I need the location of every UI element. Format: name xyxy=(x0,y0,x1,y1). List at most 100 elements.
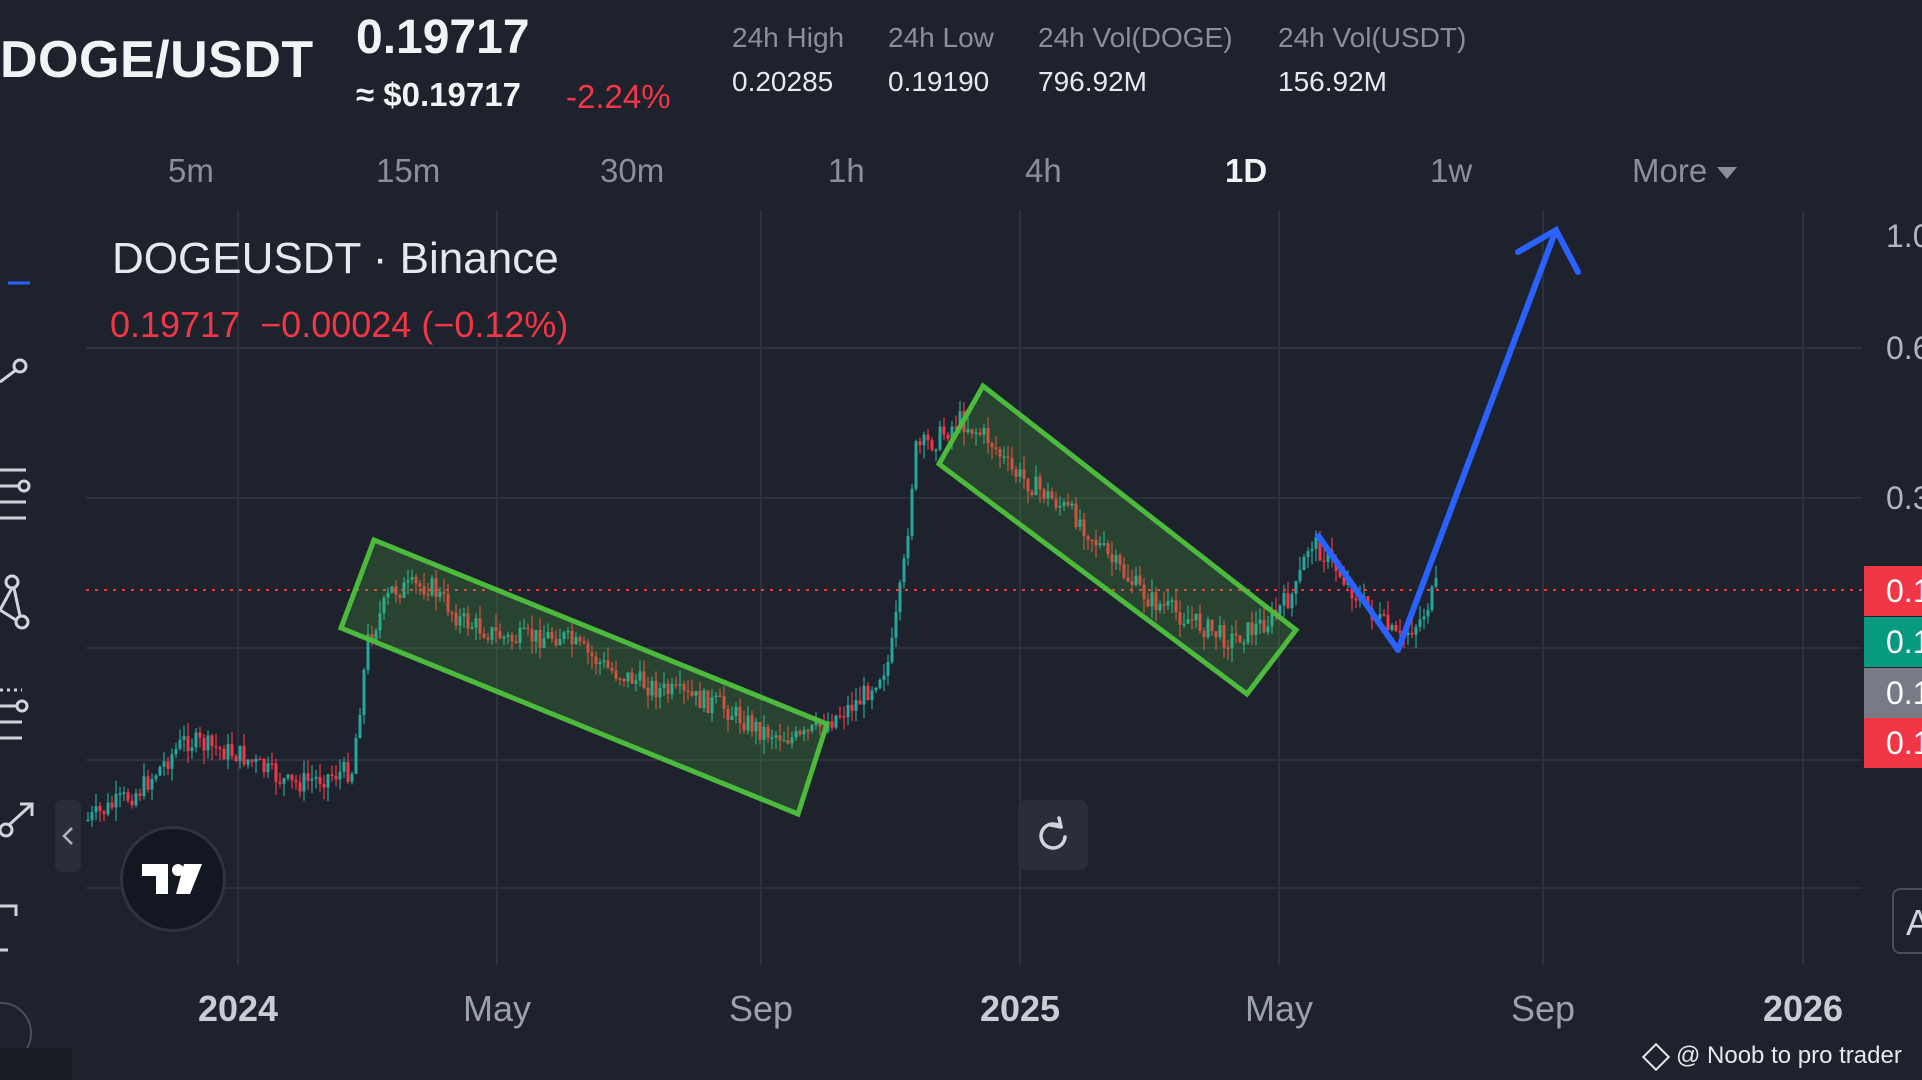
reset-chart-button[interactable] xyxy=(1018,800,1088,870)
candle-body xyxy=(638,671,642,681)
x-tick: Sep xyxy=(728,988,794,1029)
candle-body xyxy=(1046,491,1050,499)
symbol-title: DOGEUSDT · Binance xyxy=(112,234,559,283)
tradingview-logo-icon[interactable] xyxy=(120,826,226,932)
candle-body xyxy=(450,612,454,614)
tab-more[interactable]: More xyxy=(1632,152,1738,190)
tab-1w[interactable]: 1w xyxy=(1430,152,1473,189)
candle-body xyxy=(270,763,274,765)
candle-body xyxy=(542,638,546,648)
candle-body xyxy=(162,761,166,767)
candle-body xyxy=(1094,539,1098,546)
candle-body xyxy=(1126,577,1130,582)
candle-body xyxy=(582,641,586,644)
candle-body xyxy=(1406,632,1410,635)
candle-body xyxy=(1066,502,1070,506)
candle-body xyxy=(346,762,350,782)
candle-body xyxy=(986,428,990,444)
descending-channel-1 xyxy=(337,536,831,818)
candle-body xyxy=(1054,498,1058,508)
price-badge-last: 0.1 xyxy=(1864,566,1922,616)
candle-body xyxy=(534,630,538,642)
candle-body xyxy=(670,684,674,694)
candle-body xyxy=(1422,616,1426,620)
candle-body xyxy=(1038,476,1042,490)
candle-body xyxy=(746,715,750,731)
horizontal-lines-icon[interactable] xyxy=(0,468,31,520)
price-chart[interactable] xyxy=(0,205,1922,970)
candle-body xyxy=(622,679,626,682)
candle-body xyxy=(1022,469,1026,479)
candle-body xyxy=(974,432,978,434)
candle-body xyxy=(1070,503,1074,506)
candle-body xyxy=(942,426,946,435)
y-tick: 0.6 xyxy=(1886,330,1922,366)
candle-body xyxy=(1086,536,1090,540)
candle-body xyxy=(798,731,802,735)
candle-body xyxy=(1062,502,1066,506)
tab-4h[interactable]: 4h xyxy=(1025,152,1062,189)
candle-body xyxy=(434,578,438,597)
candle-body xyxy=(1138,575,1142,585)
candle-body xyxy=(578,637,582,642)
candle-body xyxy=(1398,631,1402,633)
candle-body xyxy=(794,731,798,738)
candle-body xyxy=(1222,625,1226,648)
tab-30m[interactable]: 30m xyxy=(600,152,665,189)
tab-5m[interactable]: 5m xyxy=(168,152,214,189)
candle-body xyxy=(478,618,482,634)
candle-body xyxy=(722,696,726,709)
candle-body xyxy=(1342,576,1346,585)
candle-body xyxy=(494,627,498,632)
drawing-toolbar xyxy=(0,281,34,952)
candle-body xyxy=(894,611,898,638)
candle-body xyxy=(1034,476,1038,496)
candle-body xyxy=(1298,570,1302,582)
candle-body xyxy=(370,634,374,641)
candle-body xyxy=(1130,581,1134,585)
candle-body xyxy=(518,628,522,643)
grid xyxy=(86,210,1862,965)
candle-body xyxy=(982,428,986,435)
candle-body xyxy=(834,715,838,728)
candle-body xyxy=(438,591,442,597)
candle-body xyxy=(130,800,134,806)
candle-body xyxy=(406,579,410,583)
candle-body xyxy=(258,758,262,761)
candles xyxy=(86,400,1438,827)
candle-body xyxy=(1202,630,1206,638)
candle-body xyxy=(234,756,238,762)
pattern-icon[interactable] xyxy=(0,574,30,630)
candle-body xyxy=(686,690,690,692)
candle-body xyxy=(1234,633,1238,636)
auto-scale-button[interactable]: A xyxy=(1892,888,1922,954)
candle-body xyxy=(506,634,510,637)
candle-body xyxy=(526,627,530,630)
candle-body xyxy=(1254,623,1258,635)
tab-15m[interactable]: 15m xyxy=(376,152,441,189)
candle-body xyxy=(106,802,110,815)
candle-body xyxy=(978,432,982,435)
arrow-tool-icon[interactable] xyxy=(0,802,34,838)
candle-body xyxy=(1310,548,1314,552)
trend-line-icon[interactable] xyxy=(0,358,28,384)
tab-1h[interactable]: 1h xyxy=(828,152,865,189)
candle-body xyxy=(1158,604,1162,611)
candle-body xyxy=(682,684,686,691)
candle-body xyxy=(922,434,926,446)
bracket-icon[interactable] xyxy=(0,904,18,952)
candle-body xyxy=(730,716,734,720)
candle-body xyxy=(562,632,566,639)
candle-body xyxy=(1006,456,1010,459)
collapse-toolbar-button[interactable] xyxy=(55,800,81,872)
fib-icon[interactable] xyxy=(0,688,29,740)
tab-1d[interactable]: 1D xyxy=(1225,152,1268,189)
candle-body xyxy=(966,429,970,433)
candle-body xyxy=(334,776,338,780)
candle-body xyxy=(702,690,706,709)
candle-body xyxy=(98,806,102,812)
candle-body xyxy=(858,700,862,705)
candle-body xyxy=(1198,613,1202,631)
candle-body xyxy=(354,738,358,774)
stat-value-vol-doge: 796.92M xyxy=(1038,66,1147,97)
